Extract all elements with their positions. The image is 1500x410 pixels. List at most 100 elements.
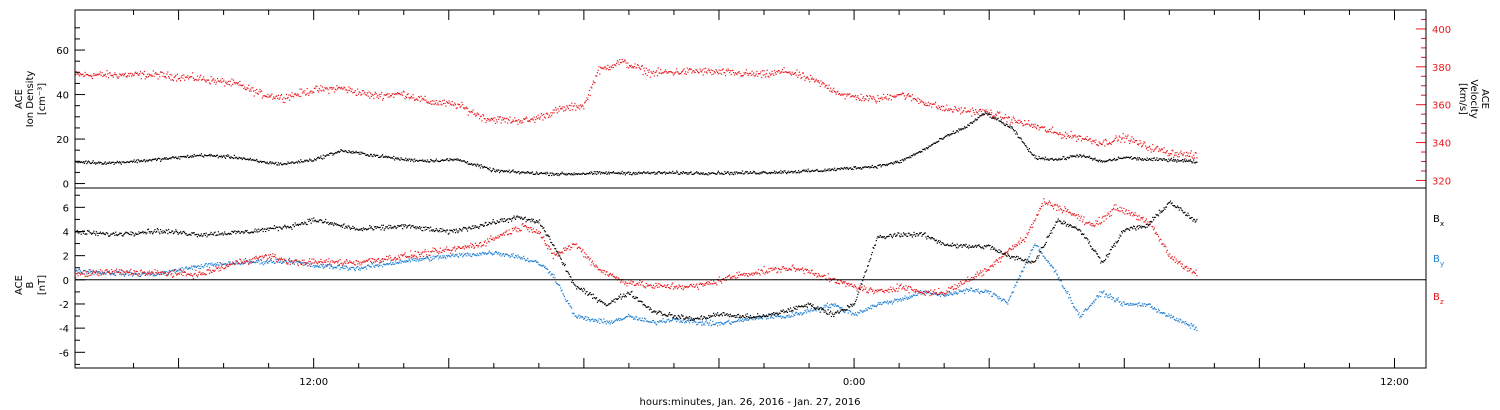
ion-density-point [1169, 160, 1171, 162]
by-point [487, 253, 489, 255]
ion-density-point [1055, 158, 1057, 160]
velocity-point [1133, 141, 1135, 143]
by-point [772, 314, 774, 316]
velocity-point [1121, 137, 1123, 139]
by-point [995, 294, 997, 297]
by-point [894, 298, 896, 300]
by-point [833, 303, 835, 305]
velocity-point [988, 112, 990, 114]
by-point [668, 318, 670, 320]
bz-point [326, 264, 328, 266]
velocity-point [697, 71, 699, 73]
by-point [78, 269, 80, 271]
ion-density-point [244, 158, 247, 160]
ion-density-point [866, 166, 868, 168]
bz-point [446, 246, 448, 248]
bz-point [325, 261, 327, 263]
ion-density-point [412, 159, 414, 161]
by-point [1145, 305, 1147, 307]
by-point [130, 272, 132, 274]
ion-density-point [1108, 159, 1110, 161]
by-point [1159, 312, 1161, 314]
ion-density-point [256, 158, 258, 161]
ion-density-point [1053, 159, 1055, 161]
by-point [716, 322, 718, 324]
by-point [1157, 311, 1159, 313]
by-point [571, 307, 573, 309]
velocity-point [470, 111, 472, 113]
by-point [209, 263, 211, 265]
bz-point [123, 271, 125, 273]
bz-point [271, 255, 273, 258]
bz-point [132, 274, 134, 276]
velocity-point [914, 98, 916, 100]
ion-density-point [242, 157, 244, 159]
velocity-point [142, 72, 144, 74]
velocity-point [374, 93, 376, 95]
bz-point [614, 276, 616, 278]
bz-point [405, 255, 407, 257]
ion-density-point [1137, 159, 1139, 161]
bz-point [586, 257, 588, 259]
ion-density-point [967, 124, 970, 126]
velocity-point [866, 95, 869, 97]
bz-point [249, 262, 251, 264]
velocity-point [960, 107, 962, 109]
velocity-point [1032, 124, 1034, 126]
bz-point [552, 257, 554, 260]
by-point [1106, 295, 1108, 297]
velocity-point [498, 118, 500, 120]
ion-density-point [628, 171, 630, 173]
ion-density-point [762, 170, 764, 173]
ion-density-point [1187, 160, 1189, 162]
by-point [80, 272, 82, 274]
velocity-point [863, 100, 865, 102]
ion-density-point [642, 172, 644, 174]
bz-point [340, 262, 342, 265]
by-point [571, 312, 574, 314]
velocity-point [1092, 140, 1095, 142]
ion-density-point [479, 167, 481, 169]
ion-density-point [796, 171, 798, 174]
ion-density-point [721, 172, 723, 174]
by-point [75, 270, 77, 272]
ion-density-point [313, 158, 316, 160]
by-point [1166, 315, 1168, 317]
by-point [593, 319, 595, 321]
bz-point [488, 241, 490, 243]
velocity-point [263, 95, 265, 97]
ion-density-point [131, 160, 133, 162]
ion-density-point [1176, 161, 1178, 163]
by-point [261, 262, 263, 264]
by-point [873, 304, 875, 306]
by-point [786, 315, 788, 317]
ion-density-point [191, 156, 193, 158]
bz-point [620, 280, 622, 282]
bz-point [330, 264, 332, 266]
bz-point [535, 229, 538, 231]
ion-density-point [377, 154, 379, 156]
bz-point [201, 274, 203, 276]
velocity-point [899, 94, 901, 96]
by-point [196, 266, 198, 268]
velocity-point [987, 111, 989, 113]
velocity-point [730, 73, 732, 76]
ion-density-point [1163, 158, 1165, 160]
by-point [1185, 323, 1188, 325]
velocity-point [775, 73, 777, 75]
by-point [600, 319, 602, 321]
velocity-point [522, 122, 524, 124]
by-point [570, 306, 572, 308]
ion-density-point [89, 162, 91, 164]
by-point [165, 271, 167, 273]
velocity-point [508, 119, 510, 122]
ion-density-point [699, 173, 701, 175]
ion-density-point [340, 149, 342, 151]
velocity-point [1182, 154, 1184, 156]
bz-point [632, 281, 634, 283]
by-point [557, 284, 559, 286]
velocity-point [571, 109, 574, 111]
ion-density-point [223, 154, 225, 157]
ion-density-point [532, 173, 534, 175]
